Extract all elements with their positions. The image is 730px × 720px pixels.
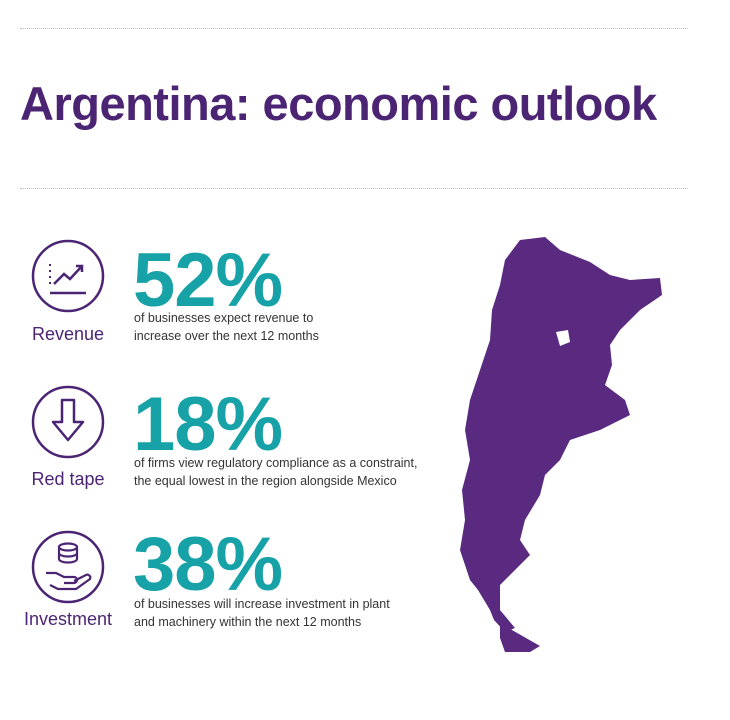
stat-label: Investment	[23, 609, 113, 629]
stat-value: 38%	[133, 522, 283, 607]
description-line: increase over the next 12 months	[134, 329, 319, 343]
investment-icon	[31, 530, 105, 604]
description-line: and machinery within the next 12 months	[134, 615, 362, 629]
title: Argentina: economic outlook	[20, 77, 657, 130]
revenue-icon	[31, 239, 105, 313]
stat-label: Red tape	[31, 469, 105, 489]
divider	[20, 188, 688, 189]
description-line: of businesses will increase investment i…	[134, 597, 390, 611]
stat-description: of businesses expect revenue to increase…	[134, 309, 319, 345]
description-line: of firms view regulatory compliance as a…	[134, 456, 418, 470]
stat-description: of firms view regulatory compliance as a…	[134, 454, 417, 490]
stat-value: 18%	[133, 382, 283, 467]
description-line: of businesses expect revenue to	[134, 311, 314, 325]
red-tape-icon	[31, 385, 105, 459]
stat-description: of businesses will increase investment i…	[134, 595, 390, 631]
stat-label: Revenue	[31, 324, 105, 344]
description-line: the equal lowest in the region alongside…	[134, 474, 397, 488]
stat-value: 52%	[133, 238, 283, 323]
divider	[20, 28, 688, 29]
